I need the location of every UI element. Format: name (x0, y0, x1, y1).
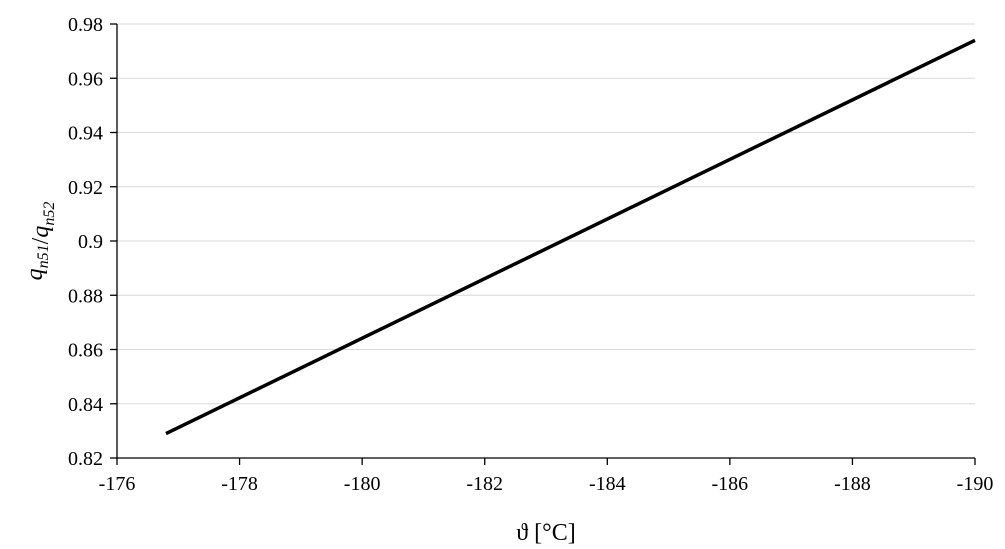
x-tick-label: -180 (344, 473, 381, 495)
y-tick-label: 0.86 (68, 340, 103, 362)
x-tick-label: -182 (466, 473, 503, 495)
y-axis-title-part: q (22, 268, 48, 280)
y-tick-label: 0.88 (68, 285, 103, 307)
y-tick-labels: 0.82 0.84 0.86 0.88 0.9 0.92 0.94 0.96 0.98 (68, 14, 103, 470)
x-axis-title: ϑ [°C] (516, 520, 575, 546)
y-tick-label: 0.96 (68, 68, 103, 90)
x-tick-label: -186 (712, 473, 749, 495)
y-axis-title-subscript: n52 (41, 202, 58, 226)
series-line (165, 38, 976, 436)
y-tick-label: 0.94 (68, 123, 103, 145)
y-axis-title-subscript: n51 (35, 244, 52, 268)
y-axis-title-part: / (28, 237, 54, 244)
y-tick-label: 0.92 (68, 177, 103, 199)
x-tick-label: -178 (221, 473, 258, 495)
x-tick-label: -190 (957, 473, 994, 495)
x-tick-labels: -176 -178 -180 -182 -184 -186 -188 -190 (99, 473, 994, 495)
y-tick-label: 0.82 (68, 448, 103, 470)
y-tick-label: 0.98 (68, 14, 103, 36)
grid-lines (117, 23, 975, 405)
y-tick-label: 0.9 (78, 231, 103, 253)
y-tick-label: 0.84 (68, 394, 103, 416)
y-axis-title: qn51/qn52 (22, 202, 58, 281)
y-axis-title-part: q (28, 226, 54, 238)
axes (110, 23, 976, 465)
x-tick-label: -184 (589, 473, 626, 495)
x-tick-label: -188 (834, 473, 871, 495)
x-tick-label: -176 (99, 473, 136, 495)
series-group (165, 38, 976, 436)
